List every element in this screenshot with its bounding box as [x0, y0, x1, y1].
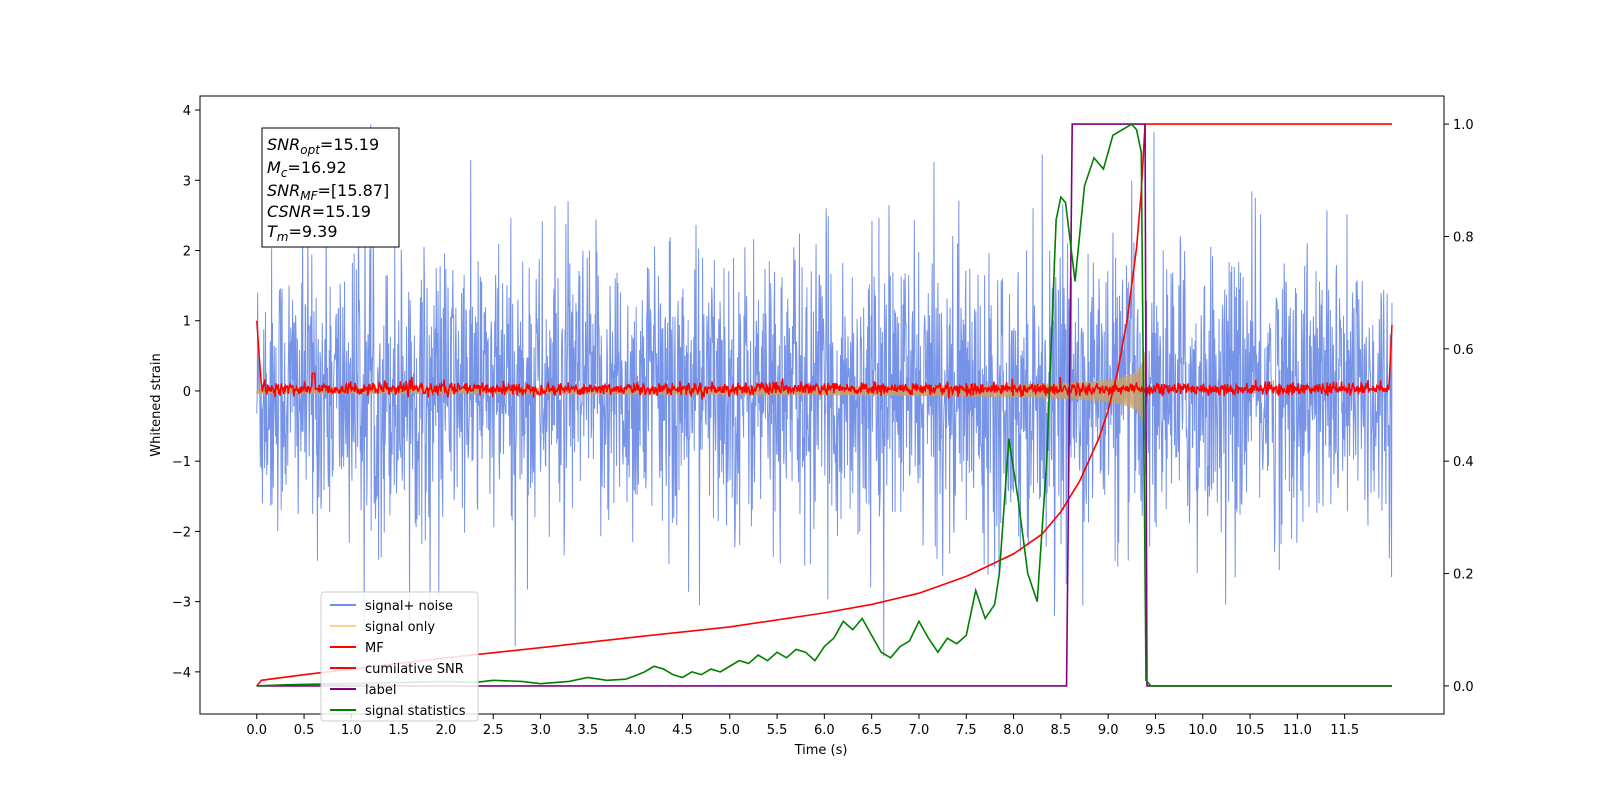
y-axis-left: 4 3 2 1 0 −1 −2 −3 −4: [172, 104, 200, 681]
x-tick-label: 9.5: [1145, 723, 1166, 738]
x-tick-label: 9.0: [1098, 723, 1119, 738]
x-tick-label: 2.5: [483, 723, 504, 738]
legend-entry: signal statistics: [365, 704, 466, 719]
y-axis-right: 1.0 0.8 0.6 0.4 0.2 0.0: [1444, 118, 1474, 695]
legend-frame: [320, 591, 479, 722]
x-tick-label: 11.0: [1283, 723, 1312, 738]
legend-entry: label: [365, 683, 396, 698]
legend-entry: signal only: [365, 620, 435, 635]
y2-tick-label: 0.6: [1453, 343, 1474, 358]
annotation-frame: [261, 127, 400, 248]
x-tick-label: 10.5: [1236, 723, 1265, 738]
x-axis-label: Time (s): [794, 743, 848, 758]
series-signal-noise: [256, 124, 1393, 657]
x-tick-label: 1.0: [341, 723, 362, 738]
legend-entry: signal+ noise: [365, 599, 453, 614]
y-tick-label: 2: [183, 245, 191, 260]
legend-entry: MF: [365, 641, 384, 656]
x-tick-label: 5.5: [767, 723, 788, 738]
annotation-box: SNRopt=15.19 Mc=16.92 SNRMF=[15.87] CSNR…: [261, 127, 400, 248]
series-signal-statistics: [256, 123, 1392, 687]
y-tick-label: 0: [183, 385, 191, 400]
signal-noise-line: [256, 124, 1393, 657]
signal-statistics-line: [256, 123, 1392, 687]
x-tick-label: 3.0: [530, 723, 551, 738]
annotation-csnr: CSNR=15.19: [267, 202, 371, 221]
y-tick-label: −1: [172, 455, 191, 470]
y-tick-label: −2: [172, 525, 191, 540]
annotation-tm: Tm=9.39: [267, 222, 338, 244]
y2-tick-label: 0.0: [1453, 680, 1474, 695]
x-tick-label: 2.0: [436, 723, 457, 738]
x-tick-label: 6.5: [861, 723, 882, 738]
x-tick-label: 0.0: [246, 723, 267, 738]
x-tick-label: 6.0: [814, 723, 835, 738]
x-tick-label: 8.5: [1051, 723, 1072, 738]
series-mf: [256, 320, 1393, 400]
y-tick-label: 4: [183, 104, 191, 119]
y2-tick-label: 0.2: [1453, 568, 1474, 583]
plot-frame: [199, 95, 1445, 715]
y-axis-label: Whitened strain: [149, 353, 164, 456]
legend-entry: cumilative SNR: [365, 662, 464, 677]
y2-tick-label: 0.8: [1453, 230, 1474, 245]
x-tick-label: 11.5: [1330, 723, 1359, 738]
x-tick-label: 7.0: [909, 723, 930, 738]
legend: signal+ noise signal only MF cumilative SNR…: [320, 591, 479, 722]
x-tick-label: 1.5: [388, 723, 409, 738]
x-axis: 0.0 0.5 1.0 1.5 2.0 2.5 3.0 3.5 4.0 4.5 5.0 5.5 6.0 6…: [246, 714, 1359, 738]
x-tick-label: 3.5: [578, 723, 599, 738]
y-tick-label: −4: [172, 666, 191, 681]
annotation-snr-opt: SNRopt=15.19: [267, 135, 379, 157]
x-tick-label: 0.5: [294, 723, 315, 738]
annotation-snr-mf: SNRMF=[15.87]: [267, 181, 389, 203]
y2-tick-label: 0.4: [1453, 455, 1474, 470]
x-tick-label: 4.5: [672, 723, 693, 738]
y2-tick-label: 1.0: [1453, 118, 1474, 133]
x-tick-label: 4.0: [625, 723, 646, 738]
x-tick-label: 8.0: [1003, 723, 1024, 738]
y-tick-label: −3: [172, 596, 191, 611]
x-tick-label: 10.0: [1188, 723, 1217, 738]
annotation-mc: Mc=16.92: [267, 158, 347, 180]
y-tick-label: 3: [183, 174, 191, 189]
y-tick-label: 1: [183, 315, 191, 330]
mf-line: [256, 320, 1393, 400]
x-tick-label: 7.5: [956, 723, 977, 738]
x-tick-label: 5.0: [719, 723, 740, 738]
